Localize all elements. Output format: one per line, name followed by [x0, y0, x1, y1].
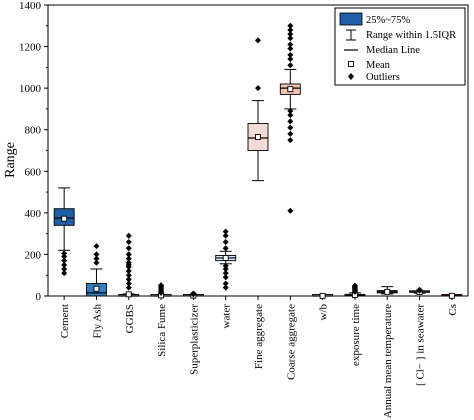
x-tick-label: Fly Ash: [91, 304, 103, 339]
x-tick-label: Silica Fume: [156, 304, 168, 357]
outlier-point: [93, 251, 100, 258]
outlier-point: [255, 85, 261, 92]
outlier-point: [125, 284, 132, 291]
outlier-point: [287, 51, 294, 58]
x-tick-label: GGBS: [124, 304, 136, 333]
outlier-point: [287, 56, 294, 63]
outlier-point: [125, 268, 132, 275]
outlier-point: [125, 232, 132, 239]
legend-mean-swatch: [348, 61, 354, 67]
outlier-point: [287, 62, 294, 69]
outlier-point: [287, 112, 294, 119]
outlier-point: [93, 259, 100, 266]
outlier-point: [287, 130, 294, 137]
x-tick-label: Cs: [447, 304, 459, 316]
legend-mean-label: Mean: [366, 60, 391, 71]
outlier-point: [351, 282, 358, 289]
legend-box-swatch: [339, 12, 363, 26]
legend: 25%~75% Range within 1.5IQR Median Line …: [334, 7, 466, 86]
outlier-point: [190, 290, 197, 297]
y-tick-label: 1000: [19, 83, 42, 95]
outlier-point: [222, 280, 229, 287]
outlier-point: [61, 253, 68, 260]
outlier-point: [287, 108, 294, 115]
mean-marker: [222, 255, 229, 261]
outlier-point: [125, 238, 132, 245]
outlier-point: [222, 270, 229, 277]
outlier-point: [287, 118, 294, 125]
legend-whisker-label: Range within 1.5IQR: [366, 30, 456, 41]
outlier-point: [158, 282, 165, 289]
outlier-point: [222, 238, 229, 245]
legend-outlier-label: Outliers: [366, 72, 400, 83]
outlier-point: [61, 265, 68, 272]
x-tick-label: Fine aggregate: [253, 304, 265, 369]
outlier-point: [222, 265, 229, 272]
y-tick-label: 800: [25, 125, 42, 137]
outlier-point: [287, 41, 294, 48]
y-tick-label: 600: [25, 166, 42, 178]
mean-marker: [319, 292, 326, 299]
legend-whisker-swatch: [346, 29, 356, 41]
y-axis-label: Range: [3, 142, 18, 178]
outlier-point: [287, 26, 294, 33]
legend-median-label: Median Line: [366, 45, 420, 56]
outlier-point: [93, 255, 100, 262]
outlier-point: [61, 250, 68, 257]
x-tick-label: exposure time: [350, 304, 362, 366]
outlier-point: [125, 276, 132, 283]
outlier-point: [93, 243, 100, 250]
x-tick-label: Cement: [59, 304, 71, 338]
outlier-point: [287, 124, 294, 131]
mean-marker: [93, 285, 100, 292]
x-tick-label: w/b: [318, 304, 330, 321]
outlier-point: [222, 228, 229, 235]
x-tick-label: Annual mean temperature: [382, 304, 394, 418]
outlier-point: [125, 245, 132, 252]
plot-area: 0 200 400 600 800 1000 1200 1400 Cement Fly Ash GG…: [19, 0, 469, 418]
outlier-point: [222, 232, 229, 239]
outlier-point: [287, 22, 294, 29]
outlier-point: [287, 35, 294, 42]
y-tick-label: 200: [25, 249, 42, 261]
x-tick-label: Coarse aggregate: [285, 304, 297, 380]
mean-marker: [125, 291, 132, 298]
outlier-point: [61, 261, 68, 268]
outlier-point: [287, 45, 294, 52]
outlier-point: [61, 270, 68, 277]
outlier-point: [287, 137, 294, 144]
outlier-point: [255, 37, 261, 44]
outlier-point: [125, 259, 132, 266]
outlier-point: [125, 251, 132, 258]
y-tick-label: 400: [25, 208, 42, 220]
x-tick-label: Superplasticizer: [188, 304, 200, 375]
outlier-point: [125, 280, 132, 287]
outlier-point: [222, 274, 229, 281]
mean-marker: [287, 86, 294, 93]
legend-outlier-swatch: [348, 73, 354, 80]
outlier-point: [61, 257, 68, 264]
outlier-point: [222, 245, 229, 252]
outlier-point: [287, 31, 294, 38]
outlier-point: [222, 262, 229, 269]
outlier-point: [222, 284, 229, 291]
y-tick-label: 1400: [19, 0, 42, 12]
mean-marker: [448, 292, 455, 299]
outlier-point: [416, 286, 423, 293]
mean-marker: [61, 215, 68, 222]
y-tick-label: 0: [36, 291, 42, 303]
outlier-point: [125, 272, 132, 279]
x-tick-label: water: [221, 304, 233, 329]
legend-box-label: 25%~75%: [366, 15, 410, 26]
x-tick-label: [ Cl− ] in seawater: [415, 304, 427, 386]
mean-marker: [384, 288, 391, 295]
outlier-point: [287, 207, 294, 214]
y-tick-label: 1200: [19, 42, 42, 54]
mean-marker: [255, 134, 261, 140]
outlier-point: [125, 255, 132, 262]
